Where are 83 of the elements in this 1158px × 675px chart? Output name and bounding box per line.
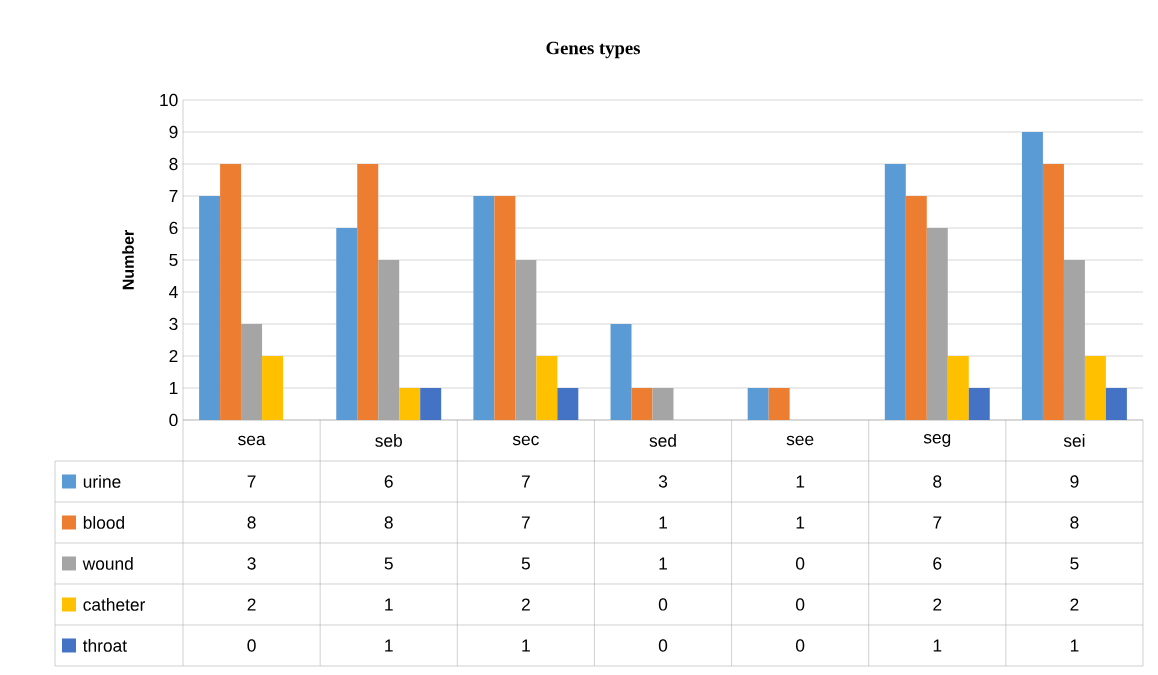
bar <box>947 355 969 420</box>
y-tick-label: 7 <box>169 190 178 202</box>
data-label: 1 <box>385 598 393 611</box>
data-label: 7 <box>521 516 530 529</box>
bar <box>199 195 221 420</box>
data-label: 7 <box>521 475 530 488</box>
bar <box>1105 387 1127 420</box>
data-label: 8 <box>384 516 393 529</box>
legend-label: wound <box>82 557 133 570</box>
data-label: 8 <box>933 475 942 488</box>
bar <box>631 387 653 420</box>
y-tick-label: 6 <box>169 221 178 235</box>
y-tick-label: 8 <box>169 157 178 171</box>
bar <box>884 163 906 420</box>
data-label: 1 <box>796 516 805 529</box>
y-tick-label: 0 <box>169 413 178 427</box>
data-label: 5 <box>521 557 530 570</box>
data-label: 3 <box>658 475 668 488</box>
x-tick-label: seb <box>375 434 402 447</box>
data-label: 7 <box>247 475 256 488</box>
x-tick-label: sed <box>649 434 676 447</box>
bar <box>220 163 242 420</box>
data-label: 2 <box>247 598 256 611</box>
x-tick-label: see <box>786 435 814 446</box>
bar <box>768 387 790 420</box>
legend-label: throat <box>82 639 127 652</box>
data-label: 0 <box>796 557 805 570</box>
bar <box>399 387 421 420</box>
x-tick-label: sec <box>512 435 539 446</box>
x-tick-label: sei <box>1063 434 1085 447</box>
data-label: 5 <box>384 557 393 570</box>
bar <box>336 227 358 420</box>
data-label: 3 <box>247 557 256 570</box>
data-label: 2 <box>933 598 942 611</box>
bar <box>968 387 990 420</box>
data-label: 1 <box>933 639 942 652</box>
data-label: 6 <box>384 475 393 488</box>
bar <box>747 387 769 420</box>
data-label: 0 <box>796 598 805 611</box>
bar <box>473 195 495 420</box>
bar <box>494 195 516 420</box>
y-tick-label: 2 <box>169 349 178 363</box>
data-label: 2 <box>521 598 530 611</box>
bar <box>557 387 579 420</box>
data-label: 1 <box>796 475 805 488</box>
data-label: 1 <box>385 639 393 652</box>
y-tick-label: 1 <box>169 382 178 394</box>
data-label: 0 <box>247 639 256 652</box>
data-label: 1 <box>1070 639 1079 652</box>
data-label: 8 <box>1070 516 1079 529</box>
bar <box>420 387 442 420</box>
data-label: 6 <box>933 557 942 570</box>
chart-title: Genes types <box>546 41 640 59</box>
data-label: 9 <box>1070 475 1079 488</box>
x-tick-label: seg <box>923 434 951 447</box>
data-label: 8 <box>247 516 256 529</box>
y-axis-title: Number <box>122 230 134 290</box>
legend-label: blood <box>83 516 125 529</box>
bar <box>1021 131 1043 420</box>
bar <box>1084 355 1106 420</box>
y-tick-label: 10 <box>160 93 178 107</box>
bar <box>536 355 558 420</box>
legend-label: urine <box>83 475 121 488</box>
data-label: 0 <box>658 639 668 652</box>
data-label: 2 <box>1070 598 1079 611</box>
data-label: 1 <box>522 639 530 652</box>
bar <box>1042 163 1064 420</box>
data-label: 0 <box>796 639 805 652</box>
bar <box>905 195 927 420</box>
data-label: 0 <box>658 598 668 611</box>
data-label: 1 <box>659 516 667 529</box>
y-tick-label: 9 <box>169 125 178 139</box>
bar <box>357 163 379 420</box>
y-tick-label: 4 <box>169 286 178 298</box>
data-label: 5 <box>1070 557 1079 570</box>
y-tick-label: 3 <box>169 317 178 331</box>
data-label: 7 <box>933 516 942 529</box>
legend-label: catheter <box>83 598 146 611</box>
x-tick-label: sea <box>238 435 266 446</box>
y-tick-label: 5 <box>169 253 178 267</box>
bar <box>610 323 632 420</box>
data-label: 1 <box>659 557 667 570</box>
bar <box>262 355 284 420</box>
